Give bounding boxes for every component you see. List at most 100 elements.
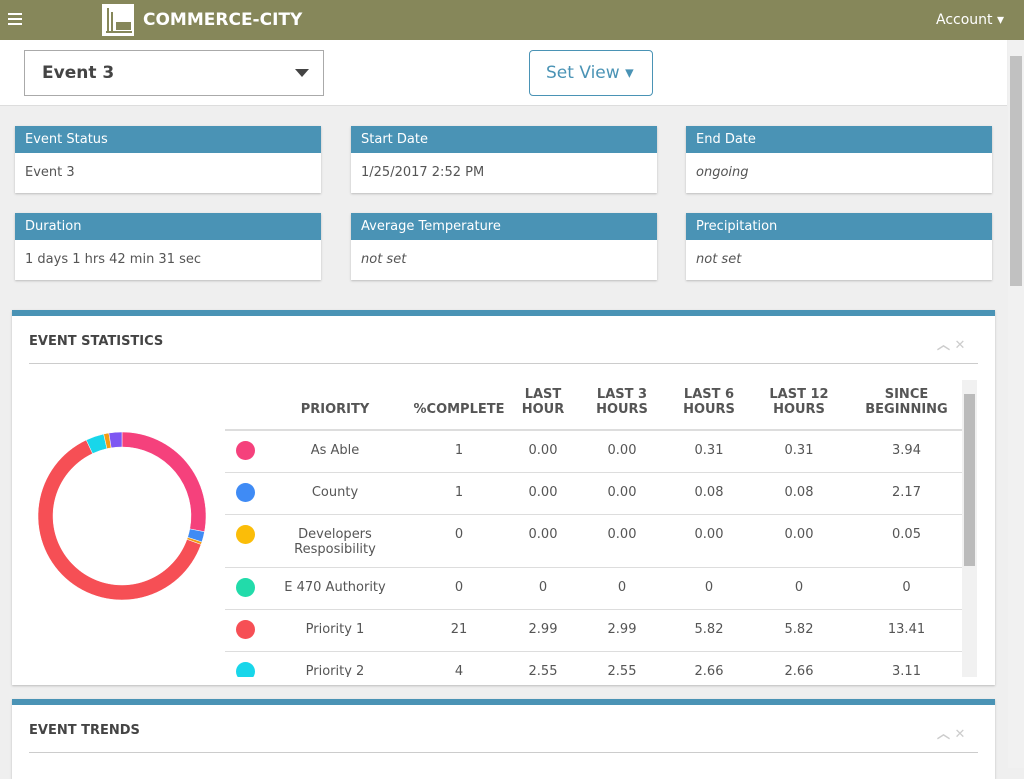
- account-menu[interactable]: Account ▾: [936, 12, 1005, 28]
- column-header: %COMPLETE: [405, 380, 513, 431]
- panel-title: EVENT TRENDS: [29, 723, 140, 738]
- table-cell: 13.41: [851, 609, 962, 652]
- column-header: LAST HOUR: [513, 380, 573, 431]
- set-view-button[interactable]: Set View ▾: [529, 50, 653, 96]
- table-cell: 0.00: [573, 514, 671, 568]
- trends-panel: EVENT TRENDS ︿ ✕: [12, 699, 995, 779]
- card-label: Event Status: [15, 126, 321, 153]
- table-cell: 5.82: [747, 609, 851, 652]
- table-cell: 0: [851, 567, 962, 610]
- card-label: End Date: [686, 126, 992, 153]
- header-row: PRIORITY %COMPLETE LAST HOUR LAST 3 HOURS LA…: [225, 380, 962, 431]
- table-row: Priority 2 4 2.55 2.55 2.66 2.66 3.11: [225, 651, 962, 677]
- table-cell: 0: [747, 567, 851, 610]
- table-cell: 2.99: [513, 609, 573, 652]
- color-dot: [235, 577, 255, 597]
- table-cell: 21: [405, 609, 513, 652]
- table-cell: 0.00: [747, 514, 851, 568]
- panel-controls[interactable]: ︿ ✕: [937, 338, 966, 353]
- column-header: SINCE BEGINNING: [851, 380, 962, 431]
- donut-chart: [37, 431, 207, 601]
- table-row: E 470 Authority 0 0 0 0 0 0: [225, 567, 962, 610]
- panel-controls[interactable]: ︿ ✕: [937, 727, 966, 742]
- card-label: Precipitation: [686, 213, 992, 240]
- info-card: Duration 1 days 1 hrs 42 min 31 sec: [15, 213, 321, 280]
- stats-table: PRIORITY %COMPLETE LAST HOUR LAST 3 HOURS LA…: [225, 380, 962, 677]
- table-cell: 0.00: [573, 472, 671, 515]
- donut-segment: [108, 431, 123, 449]
- table-cell: 0.08: [671, 472, 747, 515]
- table-cell: 0.31: [747, 430, 851, 473]
- color-dot: [235, 441, 255, 460]
- table-cell: 0: [405, 567, 513, 610]
- table-cell: 0.00: [671, 514, 747, 568]
- card-label: Start Date: [351, 126, 657, 153]
- color-cell: [225, 609, 265, 652]
- color-dot: [235, 661, 255, 677]
- color-cell: [225, 472, 265, 515]
- stats-table-wrap: PRIORITY %COMPLETE LAST HOUR LAST 3 HOURS LA…: [225, 380, 962, 677]
- donut-segment: [37, 439, 202, 601]
- set-view-label: Set View: [546, 63, 620, 83]
- select-caret: [295, 69, 309, 77]
- table-row: County 1 0.00 0.00 0.08 0.08 2.17: [225, 472, 962, 515]
- table-cell: Priority 2: [265, 651, 405, 677]
- table-cell: 0: [573, 567, 671, 610]
- color-dot: [235, 619, 255, 639]
- table-cell: 0: [405, 514, 513, 568]
- table-cell: 2.66: [747, 651, 851, 677]
- card-label: Duration: [15, 213, 321, 240]
- color-cell: [225, 430, 265, 473]
- color-dot: [235, 482, 255, 502]
- table-cell: 0.00: [573, 430, 671, 473]
- table-cell: 4: [405, 651, 513, 677]
- table-cell: 2.66: [671, 651, 747, 677]
- color-cell: [225, 567, 265, 610]
- info-card: Event Status Event 3: [15, 126, 321, 193]
- table-cell: 3.11: [851, 651, 962, 677]
- page-scrollbar[interactable]: [1008, 40, 1024, 768]
- info-card: Precipitation not set: [686, 213, 992, 280]
- table-row: Developers Resposibility 0 0.00 0.00 0.00 0.0…: [225, 514, 962, 568]
- color-cell: [225, 514, 265, 568]
- event-select-label: Event 3: [42, 63, 115, 83]
- table-cell: 2.55: [573, 651, 671, 677]
- table-row: As Able 1 0.00 0.00 0.31 0.31 3.94: [225, 430, 962, 473]
- info-card: Start Date 1/25/2017 2:52 PM: [351, 126, 657, 193]
- scroll-thumb[interactable]: [964, 394, 975, 566]
- table-cell: 2.55: [513, 651, 573, 677]
- card-value: 1 days 1 hrs 42 min 31 sec: [25, 252, 202, 267]
- table-row: Priority 1 21 2.99 2.99 5.82 5.82 13.41: [225, 609, 962, 652]
- table-cell: Developers Resposibility: [265, 514, 405, 568]
- column-header: PRIORITY: [265, 380, 405, 431]
- card-label: Average Temperature: [351, 213, 657, 240]
- table-cell: As Able: [265, 430, 405, 473]
- table-cell: 5.82: [671, 609, 747, 652]
- table-cell: Priority 1: [265, 609, 405, 652]
- table-cell: E 470 Authority: [265, 567, 405, 610]
- brand: COMMERCE-CITY: [143, 10, 303, 30]
- table-cell: 0.05: [851, 514, 962, 568]
- page-scroll-thumb[interactable]: [1010, 56, 1022, 286]
- toolbar: Event 3 Set View ▾: [0, 40, 1007, 106]
- table-cell: 0.00: [513, 430, 573, 473]
- header-cell: [225, 380, 265, 431]
- table-cell: 2.99: [573, 609, 671, 652]
- column-header: LAST 12 HOURS: [747, 380, 851, 431]
- card-value: 1/25/2017 2:52 PM: [361, 165, 485, 180]
- card-value: Event 3: [25, 165, 75, 180]
- table-cell: 1: [405, 430, 513, 473]
- menu-icon[interactable]: [8, 12, 28, 28]
- event-select[interactable]: Event 3: [24, 50, 324, 96]
- column-header: LAST 3 HOURS: [573, 380, 671, 431]
- info-card: End Date ongoing: [686, 126, 992, 193]
- account-label[interactable]: Account: [936, 12, 993, 28]
- table-cell: 0.00: [513, 472, 573, 515]
- panel-title: EVENT STATISTICS: [29, 334, 164, 349]
- table-cell: 0.08: [747, 472, 851, 515]
- table-cell: 0: [513, 567, 573, 610]
- table-scrollbar[interactable]: [962, 380, 977, 677]
- panel-rule: [29, 752, 978, 753]
- donut-segment: [121, 431, 207, 533]
